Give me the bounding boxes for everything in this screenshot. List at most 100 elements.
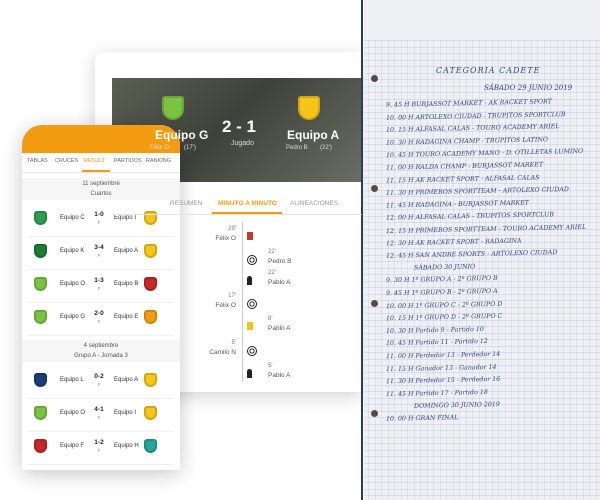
grid-line xyxy=(364,254,600,256)
phone-tab[interactable]: RESULT. xyxy=(84,158,107,164)
paper-line: SÁBADO 30 JUNIO xyxy=(413,263,476,272)
grid-line xyxy=(446,40,447,500)
grid-line xyxy=(364,352,600,353)
grid-line xyxy=(364,384,600,386)
paper-line: 12. 00 H ALFASAL CALAS - TRUPITOS SPORTC… xyxy=(385,211,555,223)
match-tab[interactable]: ALINEACIONES xyxy=(290,200,339,207)
grid-line xyxy=(364,209,600,210)
event-icon xyxy=(247,232,253,240)
grid-line xyxy=(550,40,551,500)
grid-line xyxy=(374,40,376,500)
grid-line xyxy=(364,157,600,158)
grid-line xyxy=(517,40,519,500)
grid-line xyxy=(364,215,600,217)
grid-line xyxy=(364,241,600,243)
grid-line xyxy=(478,40,480,500)
row-border xyxy=(28,398,174,399)
match-tab[interactable]: RESUMEN xyxy=(170,200,203,207)
match-score: 4-1 xyxy=(94,406,104,413)
phone-tab-border xyxy=(22,172,180,173)
grid-line xyxy=(569,40,571,500)
grid-line xyxy=(595,40,597,500)
grid-line xyxy=(364,397,600,399)
event-player: Pedro B xyxy=(268,258,292,265)
event-icon xyxy=(247,369,252,378)
paper-line: 9. 30 H 1º GRUPO A - 2º GRUPO B xyxy=(385,275,498,285)
team-badge xyxy=(298,96,320,121)
section-date: 4 septiembre xyxy=(83,343,119,349)
phone-tab[interactable]: TABLAS xyxy=(27,158,48,164)
away-team: Equipo E xyxy=(114,314,139,320)
grid-line xyxy=(485,40,486,500)
row-border xyxy=(28,302,174,303)
grid-line xyxy=(364,46,600,48)
row-border xyxy=(28,269,174,270)
grid-line xyxy=(364,202,600,204)
away-minute: (22') xyxy=(320,145,332,151)
grid-line xyxy=(364,59,600,61)
event-player: Félix O xyxy=(215,302,236,309)
phone-tab[interactable]: PARTIDOS xyxy=(114,158,142,164)
event-player: Félix O xyxy=(215,235,236,242)
grid-line xyxy=(364,443,600,444)
match-status: F xyxy=(97,253,101,258)
event-icon xyxy=(247,299,257,309)
grid-line xyxy=(364,326,600,327)
match-status: F xyxy=(97,220,101,225)
grid-line xyxy=(364,72,600,74)
grid-line xyxy=(364,280,600,282)
grid-line xyxy=(364,85,600,87)
home-team: Equipo L xyxy=(60,377,84,383)
grid-line xyxy=(364,391,600,392)
home-team: Equipo O xyxy=(60,281,86,287)
grid-line xyxy=(364,248,600,249)
punch-hole xyxy=(371,410,378,417)
grid-line xyxy=(459,40,460,500)
event-minute: 17' xyxy=(228,293,236,299)
away-team: Equipo H xyxy=(114,443,139,449)
home-team: Equipo G xyxy=(60,314,86,320)
grid-line xyxy=(364,274,600,275)
event-player: Pablo A xyxy=(268,325,291,332)
paper-line: 9. 45 H 1º GRUPO B - 2º GRUPO A xyxy=(385,287,498,298)
event-minute: 22' xyxy=(268,249,276,255)
paper-line: DOMINGO 30 JUNIO 2019 xyxy=(413,401,500,411)
grid-line xyxy=(420,40,421,500)
grid-line xyxy=(364,105,600,106)
event-icon xyxy=(247,346,257,356)
phone-tab[interactable]: CRUCES xyxy=(55,158,79,164)
grid-line xyxy=(364,469,600,470)
grid-line xyxy=(511,40,512,500)
punch-hole xyxy=(371,185,378,192)
row-border xyxy=(28,335,174,336)
timeline xyxy=(242,222,243,382)
team-badge xyxy=(34,406,47,421)
grid-line xyxy=(589,40,590,500)
event-minute: 5' xyxy=(231,340,236,346)
match-score: 3-4 xyxy=(94,244,104,251)
team-badge xyxy=(34,439,47,454)
grid-line xyxy=(364,170,600,171)
event-icon xyxy=(247,255,257,265)
match-status: F xyxy=(97,448,101,453)
grid-line xyxy=(530,40,532,500)
match-status: F xyxy=(97,286,101,291)
match-tab[interactable]: MINUTO A MINUTO xyxy=(218,200,277,207)
team-badge xyxy=(144,244,157,259)
away-team: Equipo A xyxy=(287,128,340,142)
away-team: Equipo I xyxy=(114,215,137,221)
team-badge xyxy=(144,373,157,388)
event-minute: 29' xyxy=(228,226,236,232)
phone-tab[interactable]: RANKING xyxy=(146,158,172,164)
grid-line xyxy=(537,40,538,500)
score: 2 - 1 xyxy=(222,117,257,136)
status: Jugado xyxy=(231,140,254,147)
section-round: Cuartos xyxy=(90,191,112,197)
paper-line: 10. 00 H GRAN FINAL xyxy=(385,414,459,423)
grid-line xyxy=(364,430,600,431)
row-border xyxy=(28,236,174,237)
paper-sheet: CATEGORIA CADETE SÁBADO 29 JUNIO 2019 9. 4… xyxy=(364,0,600,500)
team-badge xyxy=(34,373,47,388)
grid-line xyxy=(524,40,525,500)
grid-line xyxy=(394,40,395,500)
